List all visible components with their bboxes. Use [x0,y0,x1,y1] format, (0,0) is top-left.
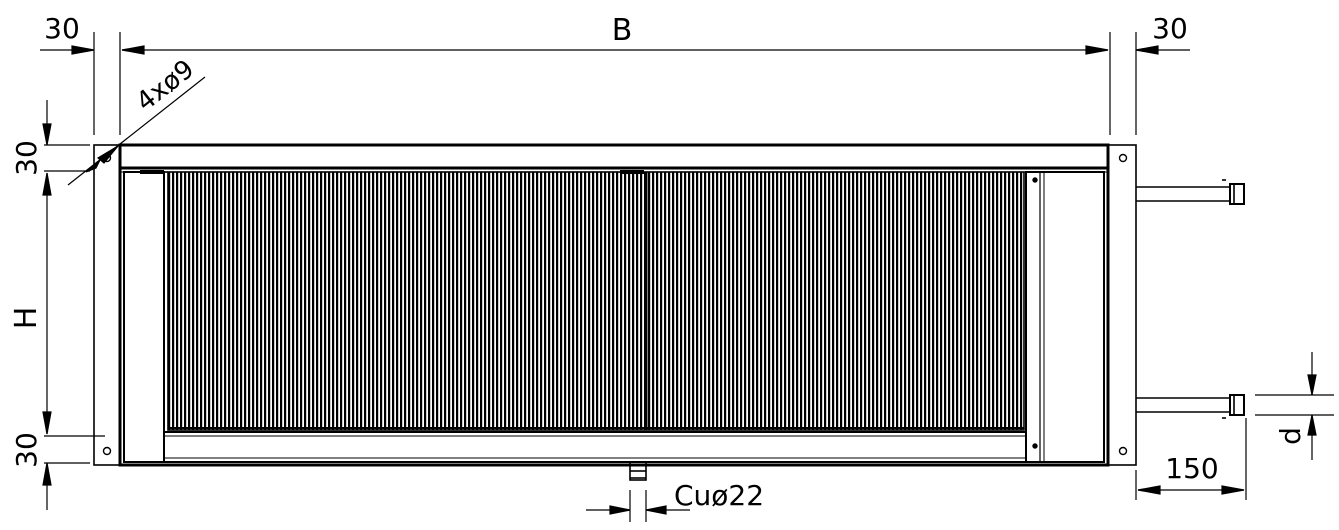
label-height-h: H [9,307,44,330]
inner-housing [118,143,1110,467]
right-side-panel [1025,171,1105,463]
label-bottom-margin: 30 [10,432,43,468]
hole-top-right [1118,153,1128,163]
hole-bottom-right [1118,446,1128,456]
coil-fins [140,170,1025,431]
pipe-connections [1136,179,1245,419]
label-drain: Cuø22 [674,479,764,512]
pipe-upper [1136,179,1245,205]
label-pipe-length: 150 [1165,452,1218,485]
drip-tray [163,431,1027,463]
hole-leader [67,76,206,186]
label-top-margin: 30 [10,140,43,176]
label-width-b: B [612,13,633,48]
pipe-lower [1136,394,1245,419]
fin-block [168,172,1024,430]
label-right-margin: 30 [1152,12,1188,45]
mounting-holes [102,153,1128,456]
label-left-margin: 30 [44,12,80,45]
drain-stub [629,461,647,481]
dimension-lines [40,32,1334,522]
label-pipe-diameter: d [1274,427,1307,445]
left-side-panel [123,171,165,463]
hole-bottom-left [102,446,112,456]
